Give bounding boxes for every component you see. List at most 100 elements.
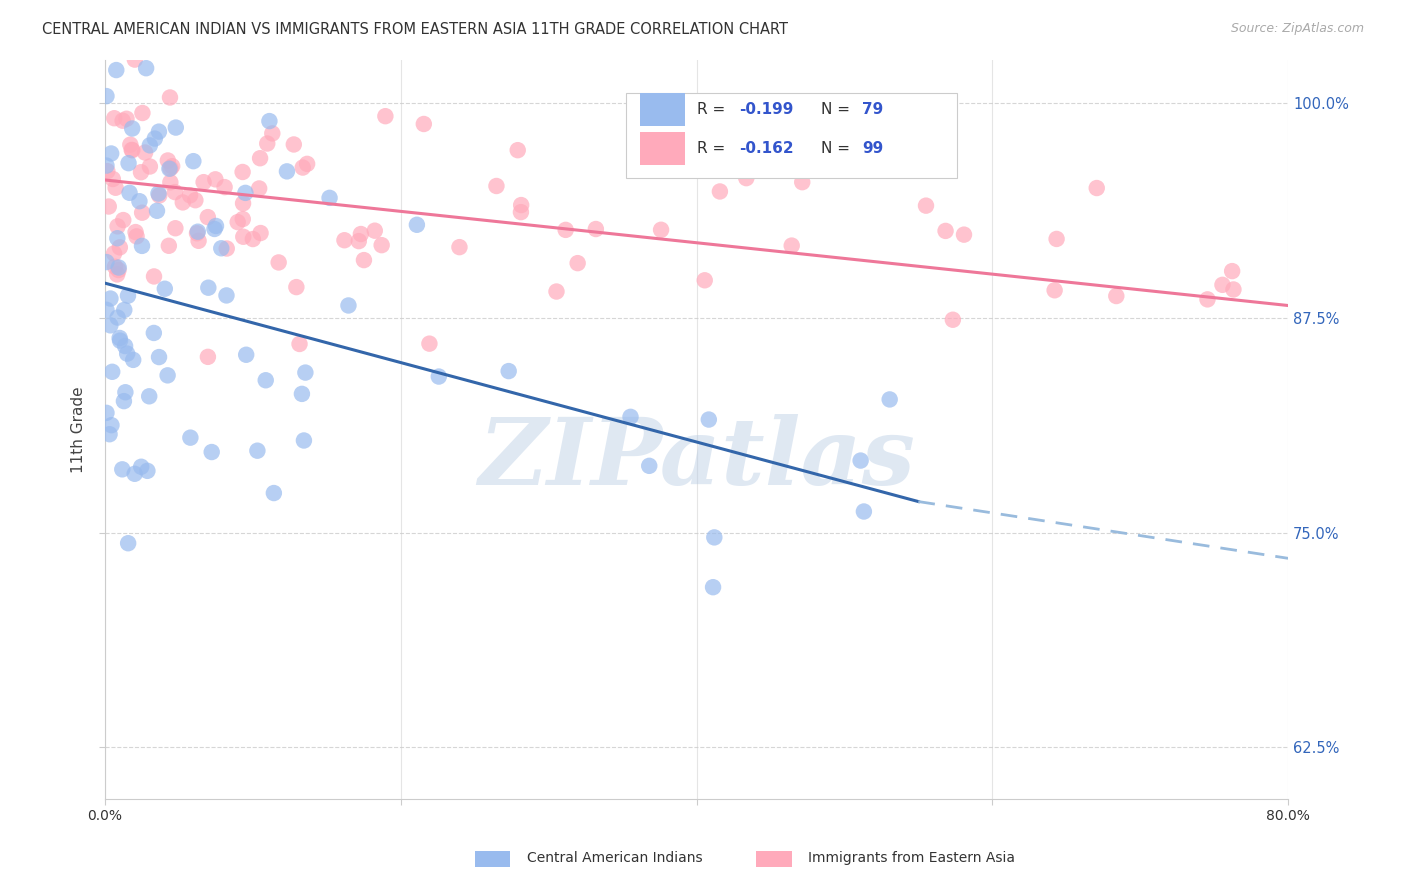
Point (197, 210, 219, 224)
Point (249, 151, 271, 165)
Point (418, 336, 440, 351)
Point (249, 226, 271, 240)
Point (101, 172, 124, 186)
Point (510, 205, 533, 219)
Point (187, 225, 209, 239)
Point (121, 143, 143, 157)
Point (118, 186, 141, 200)
Point (115, 346, 138, 360)
Point (915, 199, 938, 213)
Point (107, 219, 129, 234)
Point (1197, 293, 1219, 307)
Point (291, 387, 314, 401)
Point (97, 200, 120, 214)
Point (103, 246, 125, 260)
Point (96, 164, 118, 178)
Point (232, 196, 254, 211)
Point (510, 198, 533, 212)
Point (703, 530, 725, 544)
Point (107, 310, 129, 325)
Point (693, 273, 716, 287)
Point (139, 160, 162, 174)
Point (131, 205, 153, 219)
Point (117, 536, 139, 550)
Point (285, 280, 308, 294)
Point (242, 232, 264, 246)
Point (96, 159, 118, 173)
Point (246, 443, 269, 458)
Point (98, 318, 121, 333)
Point (156, 368, 179, 383)
Point (849, 453, 872, 467)
Text: -0.199: -0.199 (740, 102, 793, 117)
Point (209, 241, 232, 255)
Point (1045, 232, 1067, 246)
Point (215, 288, 238, 302)
Point (112, 213, 135, 227)
Text: Immigrants from Eastern Asia: Immigrants from Eastern Asia (808, 851, 1015, 865)
Point (259, 114, 281, 128)
Point (204, 222, 226, 236)
Point (157, 239, 180, 253)
Point (122, 352, 145, 367)
Point (100, 418, 122, 433)
Point (131, 106, 153, 120)
Point (103, 112, 125, 126)
Point (197, 350, 219, 364)
Point (449, 240, 471, 254)
Point (288, 337, 311, 351)
Point (232, 165, 254, 179)
Point (215, 242, 238, 256)
Point (697, 412, 720, 426)
Point (124, 53, 146, 67)
Text: R =: R = (696, 102, 730, 117)
Point (172, 195, 194, 210)
Point (852, 504, 875, 518)
Point (235, 186, 257, 200)
Point (100, 292, 122, 306)
Point (183, 154, 205, 169)
Point (125, 229, 148, 244)
Point (134, 145, 156, 160)
Text: N =: N = (821, 102, 855, 117)
Point (256, 136, 278, 151)
Point (96, 89, 118, 103)
Text: ZIPatlas: ZIPatlas (478, 414, 915, 504)
Point (235, 348, 257, 362)
Point (291, 161, 314, 175)
Point (942, 312, 965, 326)
Point (1222, 283, 1244, 297)
Point (129, 459, 152, 474)
Point (160, 159, 183, 173)
Point (105, 268, 128, 282)
Point (111, 113, 134, 128)
Point (197, 281, 219, 295)
Point (232, 229, 254, 244)
Point (148, 125, 170, 139)
Point (114, 339, 136, 353)
Point (105, 63, 128, 78)
Point (780, 238, 803, 252)
Point (96, 406, 118, 420)
Text: R =: R = (696, 141, 730, 156)
Point (506, 143, 529, 157)
Point (650, 223, 672, 237)
Point (267, 255, 290, 269)
Point (364, 224, 387, 238)
Point (232, 212, 254, 227)
Point (247, 181, 270, 195)
Point (485, 179, 508, 194)
Point (135, 61, 157, 75)
Point (567, 256, 589, 270)
Point (143, 131, 166, 145)
Point (163, 185, 186, 199)
Point (412, 117, 434, 131)
Point (156, 153, 179, 168)
Point (131, 239, 153, 253)
Point (318, 191, 340, 205)
Point (184, 193, 207, 207)
Point (98, 427, 121, 442)
Point (619, 409, 641, 424)
Point (374, 109, 396, 123)
Point (148, 186, 170, 201)
